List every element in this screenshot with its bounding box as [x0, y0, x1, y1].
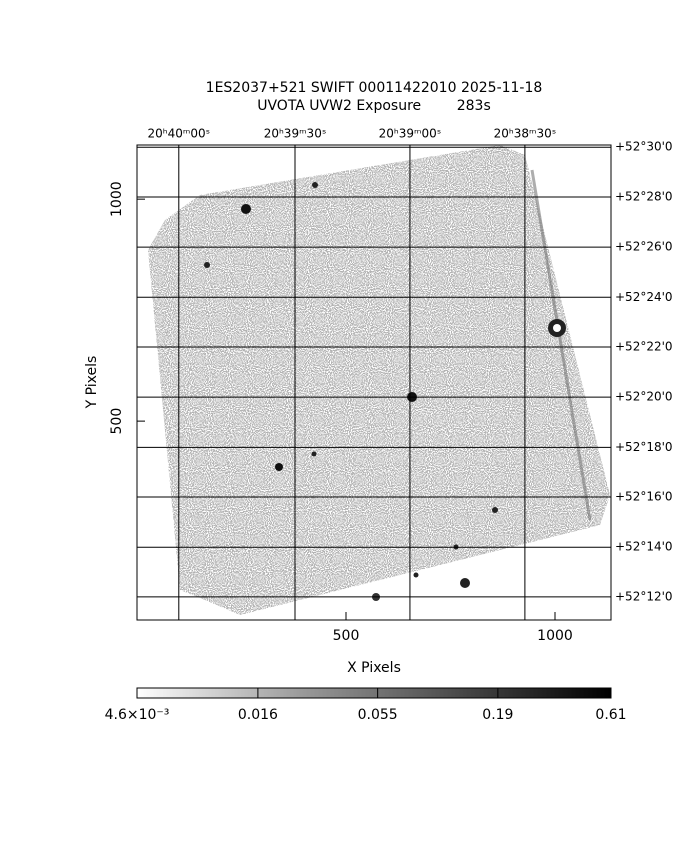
y-tick-label: 500 — [109, 408, 125, 435]
chart-title: 1ES2037+521 SWIFT 00011422010 2025-11-18 — [206, 80, 543, 96]
dec-tick-label: +52°26'0 — [615, 240, 673, 254]
dec-tick-label: +52°14'0 — [615, 540, 673, 554]
colorbar-tick-label: 0.055 — [358, 707, 398, 723]
sky-image — [148, 145, 610, 615]
colorbar-tick-label: 0.016 — [238, 707, 278, 723]
dec-tick-label: +52°28'0 — [615, 189, 673, 203]
star — [241, 204, 251, 214]
x-tick-label: 1000 — [537, 628, 573, 644]
x-axis-label: X Pixels — [347, 660, 401, 676]
ra-tick-label: 20ʰ38ᵐ30ˢ — [494, 127, 557, 141]
bright-star-core — [553, 324, 561, 332]
chart-subtitle: UVOTA UVW2 Exposure 283s — [257, 98, 491, 114]
colorbar-tick-label: 0.19 — [482, 707, 513, 723]
star — [312, 182, 318, 188]
dec-tick-label: +52°16'0 — [615, 490, 673, 504]
y-tick-label: 1000 — [109, 181, 125, 217]
star — [460, 578, 470, 588]
plot-frame — [136, 144, 612, 621]
dec-tick-label: +52°24'0 — [615, 290, 673, 304]
dec-tick-label: +52°12'0 — [615, 589, 673, 603]
star — [275, 463, 283, 471]
ra-tick-label: 20ʰ39ᵐ00ˢ — [379, 127, 442, 141]
dec-tick-label: +52°18'0 — [615, 440, 673, 454]
colorbar-tick-label: 4.6×10⁻³ — [105, 707, 170, 723]
dec-tick-label: +52°20'0 — [615, 390, 673, 404]
colorbar — [136, 687, 612, 699]
star — [492, 507, 498, 513]
dec-tick-label: +52°22'0 — [615, 339, 673, 353]
star — [413, 572, 419, 578]
y-axis-label: Y Pixels — [84, 356, 100, 410]
ra-tick-label: 20ʰ40ᵐ00ˢ — [147, 127, 210, 141]
dec-tick-label: +52°30'0 — [615, 140, 673, 154]
star — [204, 262, 210, 268]
ra-tick-label: 20ʰ39ᵐ30ˢ — [264, 127, 327, 141]
colorbar-tick-label: 0.61 — [595, 707, 626, 723]
star — [311, 451, 317, 457]
x-tick-label: 500 — [333, 628, 360, 644]
readout-streak — [530, 169, 592, 521]
